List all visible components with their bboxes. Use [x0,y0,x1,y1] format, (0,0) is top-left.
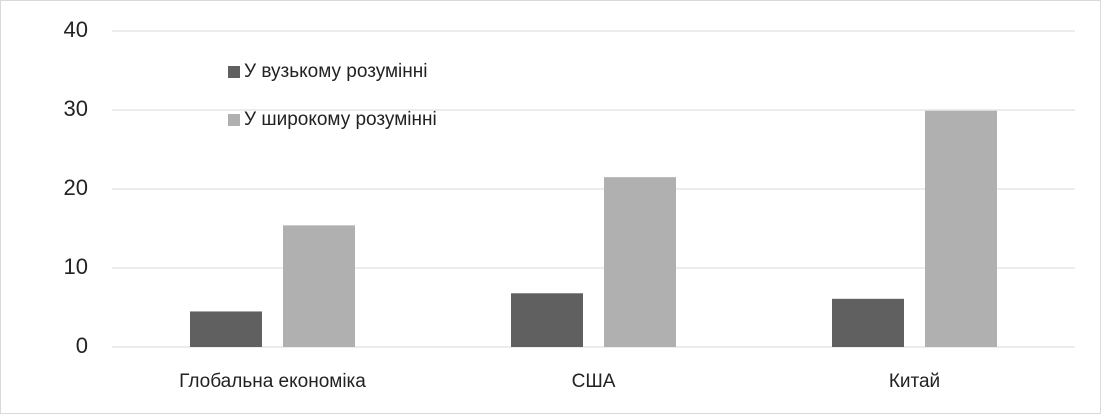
y-tick-label: 40 [64,17,88,42]
legend-label: У широкому розумінні [244,109,437,130]
legend-swatch [228,66,240,78]
x-tick-label: США [572,371,616,392]
bar [511,293,583,347]
y-tick-label: 10 [64,254,88,279]
bar [190,311,262,347]
y-tick-label: 20 [64,175,88,200]
legend-swatch [228,114,240,126]
bar [925,110,997,347]
x-tick-label: Глобальна економіка [179,371,366,392]
y-tick-label: 30 [64,96,88,121]
bar [832,298,904,347]
legend-label: У вузькому розумінні [244,61,427,82]
y-tick-label: 0 [76,333,88,358]
bar [604,177,676,347]
x-tick-label: Китай [889,371,940,392]
bar [283,225,355,347]
